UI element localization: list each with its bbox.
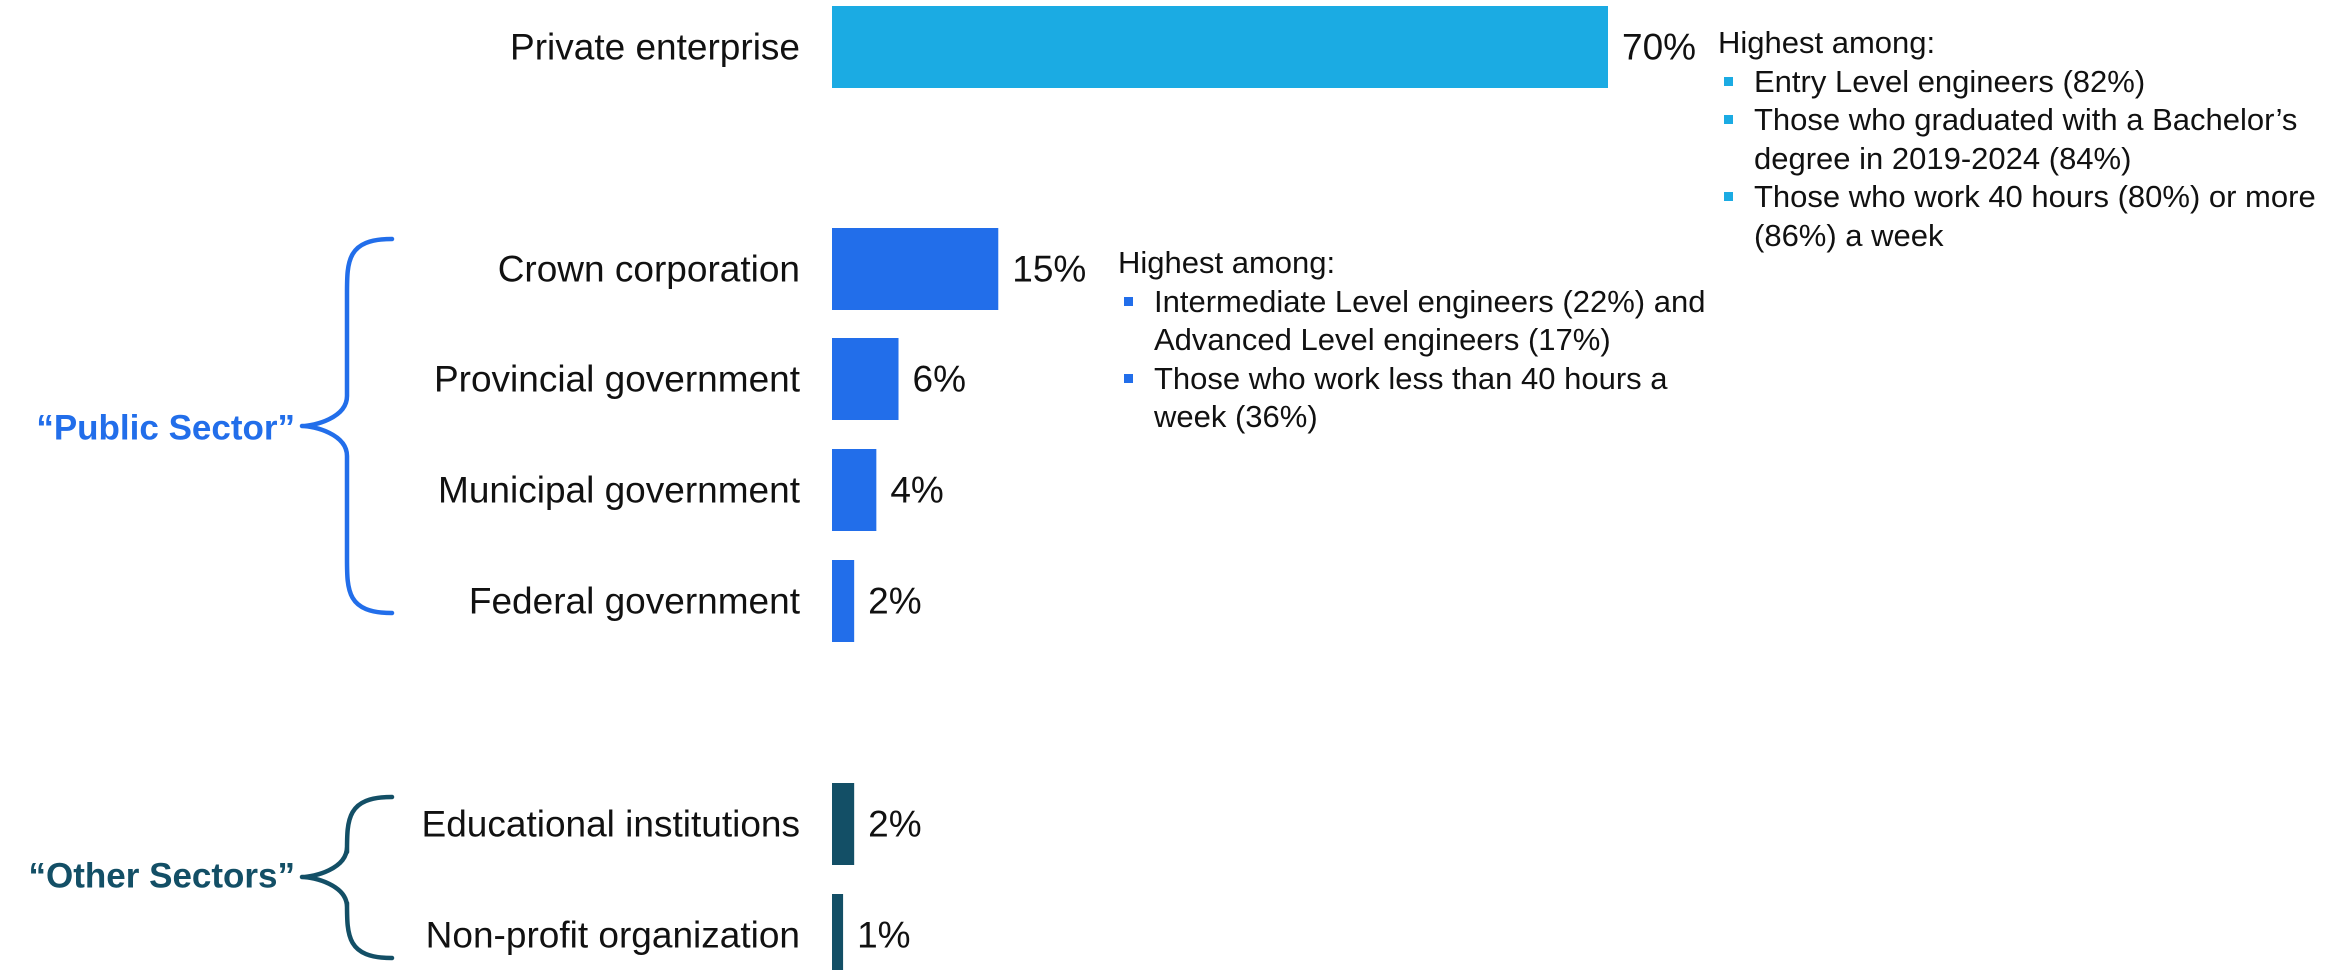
- group-label-public-sector: “Public Sector”: [36, 409, 295, 448]
- category-label: Educational institutions: [422, 804, 800, 845]
- note-bullet-item: Entry Level engineers (82%): [1718, 63, 2351, 102]
- value-label: 2%: [868, 804, 921, 845]
- bar-1: [832, 228, 999, 310]
- note-bullet-text: Those who work less than 40 hours a week…: [1154, 360, 1668, 435]
- bar-0: [832, 6, 1608, 88]
- bar-2: [832, 338, 899, 420]
- category-label: Provincial government: [434, 359, 801, 400]
- note-bullet-item: Those who work 40 hours (80%) or more (8…: [1718, 178, 2351, 255]
- value-label: 2%: [868, 581, 921, 622]
- note-bullet-list: Entry Level engineers (82%) Those who gr…: [1718, 63, 2351, 256]
- note-bullet-text: Intermediate Level engineers (22%) and A…: [1154, 283, 1706, 358]
- other-sectors-brace-icon: [299, 794, 395, 961]
- category-label: Non-profit organization: [426, 915, 800, 956]
- category-label: Federal government: [469, 581, 801, 622]
- bar-5: [832, 783, 855, 865]
- bullet-square-icon: [1724, 192, 1733, 201]
- note-bullet-item: Intermediate Level engineers (22%) and A…: [1118, 283, 1718, 360]
- note-bullet-text: Entry Level engineers (82%): [1754, 63, 2146, 99]
- category-label: Private enterprise: [510, 27, 800, 68]
- bar-3: [832, 449, 877, 531]
- note-header: Highest among:: [1118, 245, 1336, 280]
- private-enterprise-note: Highest among: Entry Level engineers (82…: [1718, 24, 2351, 255]
- note-bullet-item: Those who graduated with a Bachelor’s de…: [1718, 101, 2351, 178]
- note-bullet-item: Those who work less than 40 hours a week…: [1118, 360, 1718, 437]
- bullet-square-icon: [1724, 76, 1733, 86]
- group-label-other-sectors: “Other Sectors”: [29, 857, 295, 896]
- bar-4: [832, 560, 855, 642]
- bullet-square-icon: [1124, 296, 1133, 306]
- bar-6: [832, 894, 844, 970]
- bullet-square-icon: [1724, 115, 1733, 124]
- category-label: Municipal government: [438, 470, 801, 511]
- value-label: 1%: [857, 915, 910, 956]
- crown-corporation-note: Highest among: Intermediate Level engine…: [1118, 244, 1718, 437]
- public-sector-brace-icon: [299, 236, 395, 616]
- value-label: 6%: [913, 359, 966, 400]
- note-bullet-text: Those who work 40 hours (80%) or more (8…: [1754, 179, 2316, 253]
- value-label: 4%: [890, 470, 943, 511]
- category-label: Crown corporation: [498, 249, 800, 290]
- note-header: Highest among:: [1718, 25, 1936, 60]
- bullet-square-icon: [1124, 373, 1133, 383]
- value-label: 70%: [1622, 27, 1696, 68]
- note-bullet-text: Those who graduated with a Bachelor’s de…: [1754, 102, 2298, 176]
- note-bullet-list: Intermediate Level engineers (22%) and A…: [1118, 283, 1718, 437]
- value-label: 15%: [1012, 249, 1086, 290]
